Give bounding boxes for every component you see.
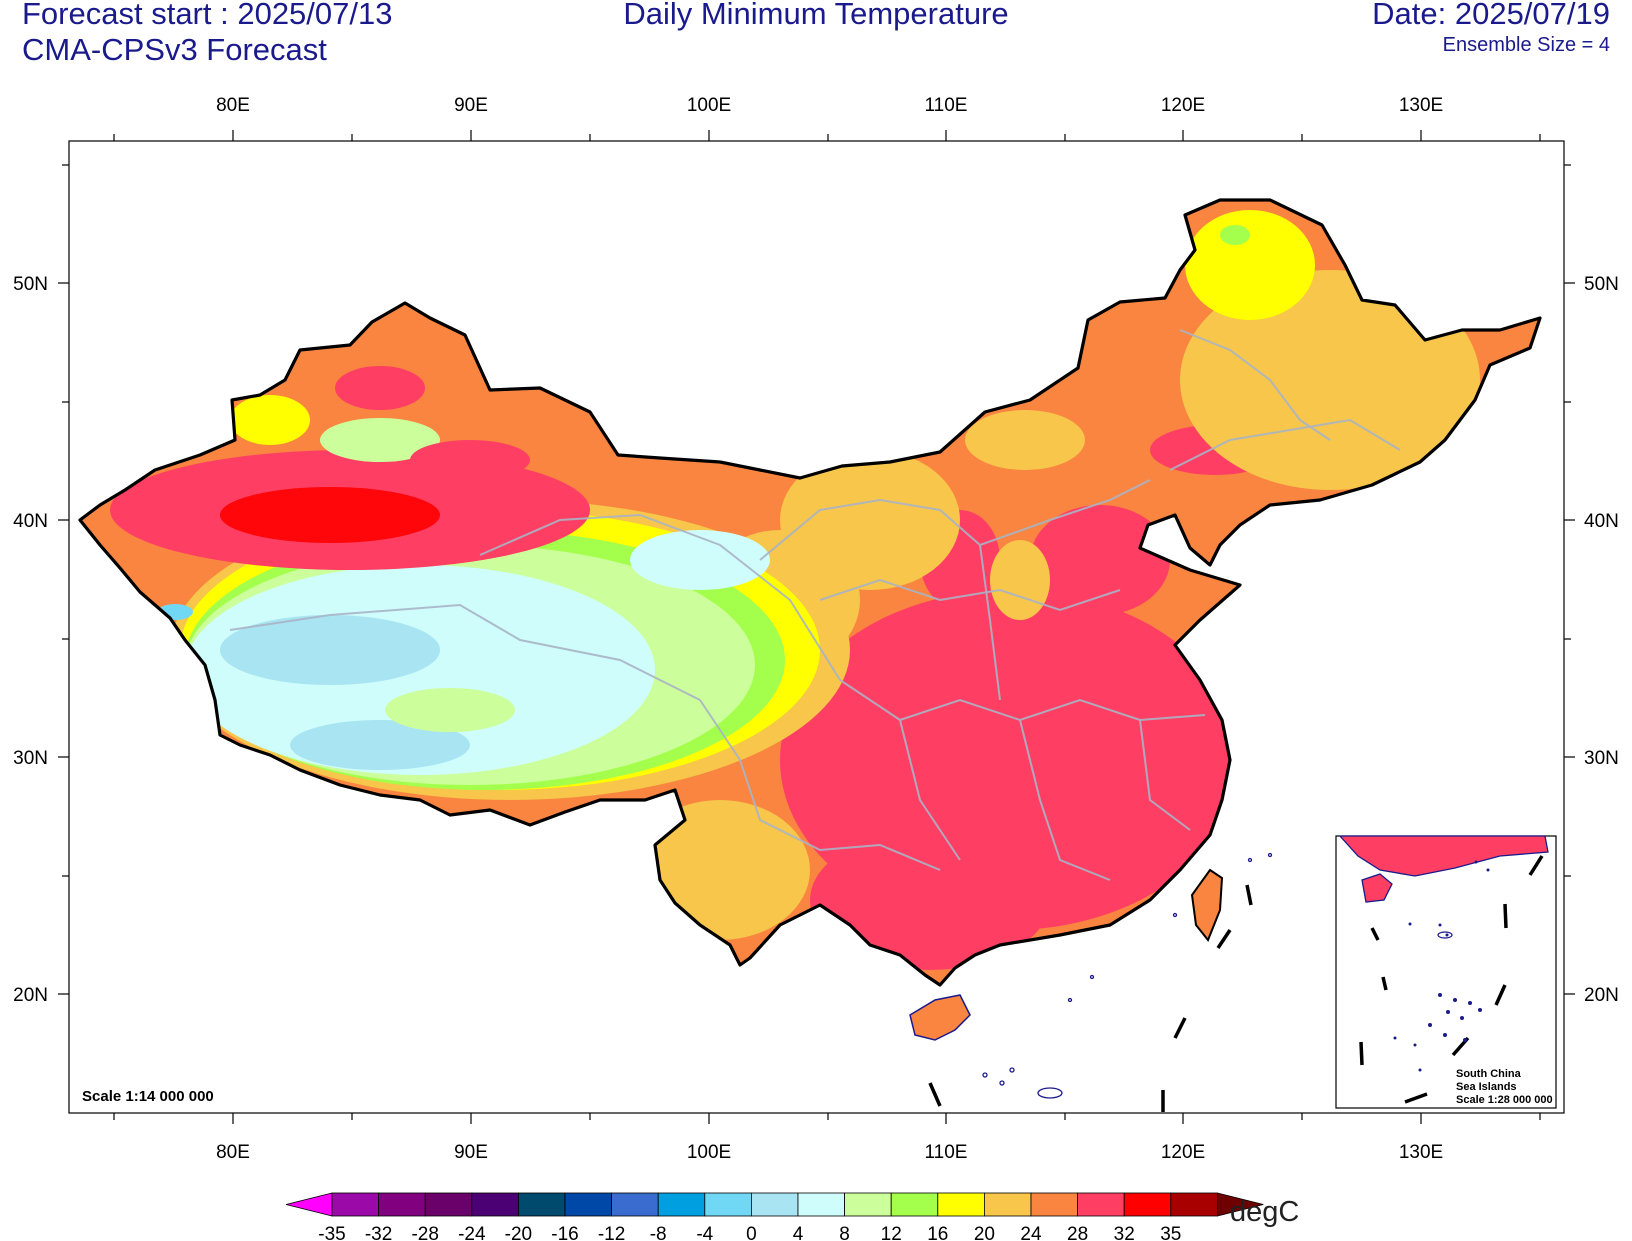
- colorbar-swatch: [751, 1192, 799, 1217]
- colorbar-swatch: [704, 1192, 752, 1217]
- forecast-start-label: Forecast start : 2025/07/13: [22, 0, 393, 31]
- lon-label: 120E: [1161, 95, 1205, 116]
- colorbar-tick-label: 28: [1067, 1224, 1088, 1241]
- lat-label: 40N: [1584, 511, 1619, 532]
- lon-label: 80E: [216, 95, 250, 116]
- lat-label: 20N: [1584, 985, 1619, 1006]
- colorbar-swatch: [890, 1192, 939, 1217]
- lat-label: 30N: [13, 748, 48, 769]
- colorbar-swatch: [331, 1192, 379, 1217]
- lat-label: 50N: [13, 274, 48, 295]
- axis-ticks: [58, 130, 1575, 1124]
- colorbar-tick-label: 12: [881, 1224, 902, 1241]
- valid-date-label: Date: 2025/07/19: [1372, 0, 1610, 31]
- colorbar-tick-label: -28: [411, 1224, 438, 1241]
- map-title: Daily Minimum Temperature: [623, 0, 1009, 31]
- colorbar-swatch: [424, 1192, 473, 1217]
- colorbar-tick-label: 24: [1020, 1224, 1042, 1241]
- lat-labels-right: 50N 40N 30N 20N: [1584, 274, 1619, 1006]
- colorbar-swatch: [378, 1192, 426, 1217]
- colorbar-tick-label: 8: [839, 1224, 850, 1241]
- colorbar-low-end: [285, 1192, 333, 1217]
- colorbar-swatch: [984, 1192, 1032, 1217]
- colorbar-tick-label: -32: [365, 1224, 392, 1241]
- lat-label: 30N: [1584, 748, 1619, 769]
- lon-labels-top: 80E 90E 100E 110E 120E 130E: [216, 95, 1443, 116]
- colorbar-swatch: [1170, 1192, 1218, 1217]
- inset-label-2: Sea Islands: [1456, 1081, 1517, 1093]
- lat-label: 20N: [13, 985, 48, 1006]
- colorbar-swatch: [1077, 1192, 1125, 1217]
- ensemble-size-label: Ensemble Size = 4: [1442, 34, 1610, 56]
- inset-frame: [1335, 835, 1557, 1109]
- colorbar-unit: degC: [1230, 1196, 1299, 1228]
- lon-label: 90E: [454, 95, 488, 116]
- colorbar-swatch: [1030, 1192, 1078, 1217]
- colorbar-swatch: [657, 1192, 706, 1217]
- lon-label: 80E: [216, 1142, 250, 1163]
- lon-label: 110E: [925, 1142, 968, 1163]
- taiwan-coast: [1190, 868, 1224, 942]
- lon-label: 90E: [454, 1142, 488, 1163]
- lon-label: 130E: [1399, 95, 1443, 116]
- colorbar-tick-label: -16: [551, 1224, 578, 1241]
- colorbar-tick-label: -24: [458, 1224, 486, 1241]
- lon-label: 120E: [1161, 1142, 1205, 1163]
- colorbar-tick-label: 32: [1114, 1224, 1135, 1241]
- colorbar-swatch: [844, 1192, 892, 1217]
- china-border: [78, 198, 1542, 987]
- nine-dash-line: [928, 884, 1253, 1112]
- colorbar-tick-label: -12: [598, 1224, 625, 1241]
- hainan-coast: [909, 994, 971, 1041]
- lon-label: 110E: [925, 95, 968, 116]
- colorbar-swatch: [937, 1192, 985, 1217]
- colorbar-tick-label: -20: [505, 1224, 532, 1241]
- colorbar: -35 -32 -28 -24 -20 -16 -12 -8 -4 0 4 8 12 16 20 24 28 32…: [285, 1192, 1264, 1241]
- province-boundaries: [229, 329, 1401, 881]
- lat-label: 40N: [13, 511, 48, 532]
- lon-label: 100E: [687, 1142, 731, 1163]
- colorbar-tick-label: -4: [696, 1224, 713, 1241]
- colorbar-tick-label: 4: [793, 1224, 804, 1241]
- south-china-sea-inset: South China Sea Islands Scale 1:28 000 0…: [1335, 835, 1557, 1109]
- lon-label: 100E: [687, 95, 731, 116]
- colorbar-tick-label: 20: [974, 1224, 995, 1241]
- colorbar-swatch: [797, 1192, 845, 1217]
- islands: [982, 852, 1273, 1099]
- lon-label: 130E: [1399, 1142, 1443, 1163]
- lon-labels-bottom: 80E 90E 100E 110E 120E 130E: [216, 1142, 1443, 1163]
- lat-label: 50N: [1584, 274, 1619, 295]
- lat-labels-left: 50N 40N 30N 20N: [13, 274, 48, 1006]
- colorbar-swatch: [471, 1192, 519, 1217]
- colorbar-tick-label: 0: [746, 1224, 757, 1241]
- colorbar-tick-label: 35: [1160, 1224, 1181, 1241]
- colorbar-swatch: [564, 1192, 612, 1217]
- colorbar-tick-label: -35: [318, 1224, 345, 1241]
- map-scale-label: Scale 1:14 000 000: [82, 1088, 214, 1105]
- colorbar-tick-label: -8: [650, 1224, 667, 1241]
- colorbar-swatch: [518, 1192, 566, 1217]
- colorbar-swatch: [611, 1192, 659, 1217]
- colorbar-tick-label: 16: [927, 1224, 948, 1241]
- model-label: CMA-CPSv3 Forecast: [22, 32, 327, 67]
- colorbar-high-end: [1217, 1192, 1264, 1217]
- inset-label-1: South China: [1456, 1068, 1522, 1080]
- inset-label-3: Scale 1:28 000 000: [1456, 1094, 1553, 1106]
- colorbar-swatch: [1123, 1192, 1172, 1217]
